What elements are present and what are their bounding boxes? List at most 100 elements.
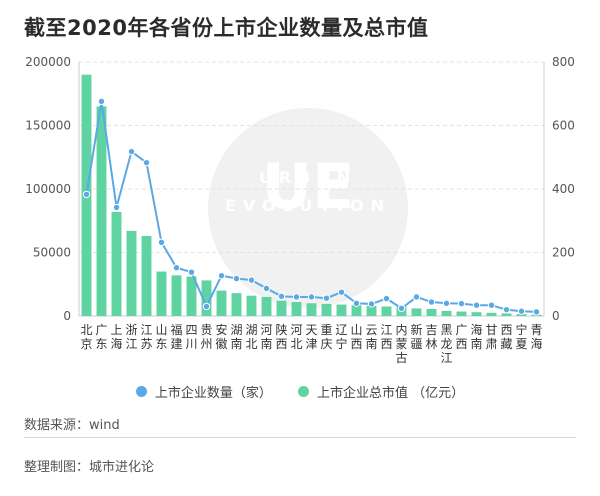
x-tick-label: 福建: [170, 322, 182, 351]
y-right-tick-label: 0: [552, 309, 560, 323]
line-point: [367, 300, 376, 308]
line-point: [487, 301, 496, 309]
x-tick-label: 湖北: [245, 322, 257, 351]
line-point: [277, 292, 286, 301]
x-tick-label: 海南: [470, 322, 482, 351]
x-tick-label: 安徽: [215, 322, 227, 351]
bar: [486, 312, 497, 316]
line-point: [217, 271, 226, 280]
x-tick-label: 上海: [110, 323, 122, 351]
bar: [111, 211, 122, 316]
series-line: [85, 101, 537, 313]
line-point: [382, 294, 391, 303]
x-tick-label: 重庆: [320, 323, 332, 351]
watermark-line1: URBAN: [258, 168, 358, 187]
x-tick-label: 湖南: [230, 322, 242, 351]
line-point: [532, 308, 541, 316]
bar: [246, 295, 257, 316]
legend: 上市企业数量（家） 上市企业总市值 （亿元）: [0, 382, 600, 401]
bar: [261, 296, 272, 316]
legend-item-count[interactable]: 上市企业数量（家）: [135, 382, 272, 401]
x-tick-label: 河南: [260, 323, 272, 351]
bar: [96, 106, 107, 316]
x-tick-label: 浙江: [125, 323, 137, 351]
line-point: [517, 307, 526, 315]
x-tick-label: 广西: [455, 323, 467, 351]
x-tick-label: 黑龙江: [440, 323, 452, 365]
x-tick-label: 贵州: [200, 323, 212, 351]
x-tick-label: 陕西: [275, 322, 287, 351]
x-tick-label: 山东: [155, 323, 167, 351]
y-left-tick-label: 0: [63, 309, 71, 323]
y-left-tick-label: 100000: [25, 182, 71, 196]
y-right-tick-label: 400: [552, 182, 575, 196]
chart-title: 截至2020年各省份上市企业数量及总市值: [24, 16, 429, 40]
line-point: [292, 293, 301, 301]
watermark-logo-letters: UE: [261, 150, 355, 223]
bar: [216, 290, 227, 316]
legend-marker-value: [297, 386, 309, 397]
x-tick-label: 江西: [380, 323, 392, 351]
line-point: [442, 299, 451, 307]
line-point: [502, 305, 511, 314]
bar: [441, 310, 452, 316]
chart-credit: 整理制图：城市进化论: [24, 460, 155, 475]
x-tick-label: 西藏: [500, 323, 512, 351]
data-source: 数据来源：wind: [24, 418, 120, 433]
bar: [366, 305, 377, 316]
line-point: [82, 190, 91, 199]
y-left-tick-label: 200000: [25, 55, 71, 69]
bar: [186, 276, 197, 316]
bar: [381, 306, 392, 316]
legend-marker-count: [135, 386, 147, 397]
line-point: [172, 264, 181, 272]
bar: [456, 311, 467, 316]
x-tick-label: 广东: [95, 323, 107, 351]
watermark-line2: EVOLUTION: [224, 196, 392, 215]
line-point: [202, 302, 211, 311]
line-point: [157, 238, 166, 247]
chart: 0500001000001500002000000200400600800北京广…: [25, 55, 575, 365]
bar: [321, 303, 332, 316]
legend-label-value: 上市企业总市值 （亿元）: [316, 386, 465, 401]
bar: [516, 314, 527, 316]
bar: [306, 303, 317, 316]
x-tick-label: 山西: [350, 323, 362, 351]
line-point: [97, 97, 106, 106]
bar: [426, 309, 437, 316]
x-tick-label: 四川: [185, 323, 197, 351]
line-point: [187, 268, 196, 276]
bar: [471, 312, 482, 316]
x-tick-label: 青海: [530, 323, 542, 351]
bar: [156, 271, 167, 316]
bar: [231, 293, 242, 316]
bar: [141, 235, 152, 316]
bar: [411, 308, 422, 316]
legend-item-value[interactable]: 上市企业总市值 （亿元）: [297, 382, 465, 401]
bar: [201, 280, 212, 316]
bar: [336, 304, 347, 316]
x-tick-label: 云南: [365, 323, 377, 351]
line-point: [427, 298, 436, 306]
line-point: [472, 301, 481, 309]
line-point: [457, 299, 466, 308]
line-point: [127, 147, 136, 156]
y-right-tick-label: 800: [552, 55, 575, 69]
line-point: [352, 299, 361, 307]
line-point: [322, 294, 331, 302]
y-right-tick-label: 200: [552, 246, 575, 260]
line-point: [247, 276, 256, 284]
line-point: [262, 284, 271, 293]
x-tick-label: 新疆: [410, 322, 422, 351]
x-tick-label: 江苏: [140, 323, 152, 351]
x-tick-label: 宁夏: [515, 322, 527, 351]
line-point: [142, 158, 151, 167]
line-point: [412, 293, 421, 301]
x-tick-label: 河北: [290, 323, 302, 351]
legend-label-count: 上市企业数量（家）: [154, 386, 272, 401]
watermark-logo: [208, 108, 408, 308]
line-point: [112, 203, 121, 212]
x-tick-label: 北京: [80, 323, 92, 351]
x-tick-label: 辽宁: [335, 323, 347, 351]
bar: [501, 313, 512, 316]
